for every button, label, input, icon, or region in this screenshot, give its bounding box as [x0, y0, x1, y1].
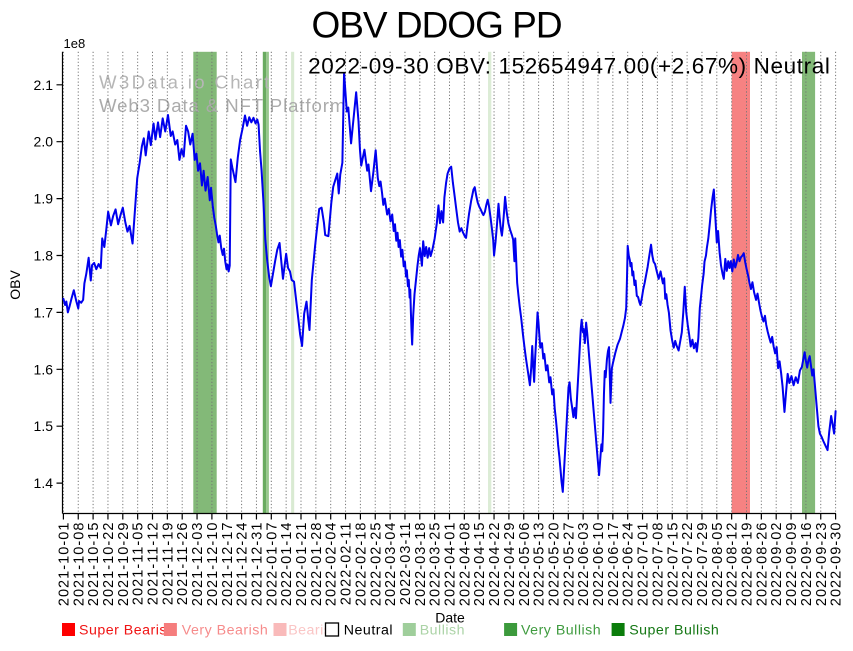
svg-text:2021-10-08: 2021-10-08	[71, 522, 87, 607]
svg-text:2022-07-01: 2022-07-01	[636, 522, 652, 607]
svg-text:2022-08-05: 2022-08-05	[710, 522, 726, 607]
svg-text:2022-08-26: 2022-08-26	[754, 522, 770, 607]
svg-text:2021-10-22: 2021-10-22	[101, 522, 117, 607]
svg-text:2022-01-28: 2022-01-28	[309, 522, 325, 607]
svg-text:2022-03-25: 2022-03-25	[428, 522, 444, 607]
svg-text:2022-03-04: 2022-03-04	[383, 522, 399, 607]
svg-text:Super Bullish: Super Bullish	[629, 623, 719, 639]
svg-text:2022-02-18: 2022-02-18	[353, 522, 369, 607]
svg-text:2022-06-24: 2022-06-24	[621, 522, 637, 607]
svg-text:2022-09-02: 2022-09-02	[769, 522, 785, 607]
svg-text:2021-11-12: 2021-11-12	[146, 522, 162, 606]
svg-text:2021-11-26: 2021-11-26	[175, 522, 191, 606]
svg-text:2021-12-10: 2021-12-10	[205, 522, 221, 607]
svg-text:2022-06-03: 2022-06-03	[576, 522, 592, 607]
svg-text:2022-08-19: 2022-08-19	[740, 522, 756, 607]
svg-text:2021-11-19: 2021-11-19	[160, 522, 176, 606]
svg-text:2022-09-16: 2022-09-16	[799, 522, 815, 607]
svg-text:Super Bearish: Super Bearish	[79, 623, 175, 639]
svg-text:2021-10-01: 2021-10-01	[56, 522, 72, 607]
svg-text:Date: Date	[435, 610, 465, 626]
svg-text:W3Data.io Chart: W3Data.io Chart	[99, 72, 272, 93]
svg-text:2022-02-11: 2022-02-11	[339, 522, 355, 606]
svg-text:1.7: 1.7	[34, 304, 54, 320]
svg-text:2022-07-08: 2022-07-08	[650, 522, 666, 607]
svg-text:2022-09-09: 2022-09-09	[784, 522, 800, 607]
svg-text:2021-12-03: 2021-12-03	[190, 522, 206, 607]
svg-text:1e8: 1e8	[64, 36, 86, 51]
svg-text:2022-05-06: 2022-05-06	[517, 522, 533, 607]
svg-text:2.0: 2.0	[34, 134, 54, 150]
svg-text:Neutral: Neutral	[344, 623, 393, 639]
svg-text:2022-09-30: 2022-09-30	[829, 522, 845, 607]
svg-text:2022-04-22: 2022-04-22	[487, 522, 503, 607]
svg-text:2022-09-23: 2022-09-23	[814, 522, 830, 607]
svg-text:1.6: 1.6	[34, 361, 54, 377]
svg-text:2022-04-01: 2022-04-01	[443, 522, 459, 607]
svg-text:2022-01-21: 2022-01-21	[294, 522, 310, 607]
svg-text:2022-04-29: 2022-04-29	[502, 522, 518, 607]
svg-text:2022-04-08: 2022-04-08	[457, 522, 473, 607]
svg-text:2022-02-04: 2022-02-04	[324, 522, 340, 607]
svg-text:2.1: 2.1	[34, 77, 54, 93]
svg-text:2022-02-25: 2022-02-25	[368, 522, 384, 607]
svg-text:1.5: 1.5	[34, 418, 54, 434]
svg-text:2021-11-05: 2021-11-05	[131, 522, 147, 606]
svg-text:2022-01-14: 2022-01-14	[279, 522, 295, 607]
svg-text:OBV DDOG PD: OBV DDOG PD	[311, 5, 561, 46]
svg-text:OBV: OBV	[7, 270, 23, 300]
svg-text:2022-03-11: 2022-03-11	[398, 522, 414, 606]
svg-text:2022-01-07: 2022-01-07	[264, 522, 280, 607]
svg-text:Bullish: Bullish	[420, 623, 465, 639]
svg-text:2022-05-13: 2022-05-13	[532, 522, 548, 607]
svg-text:2021-10-29: 2021-10-29	[116, 522, 132, 607]
svg-text:2022-05-27: 2022-05-27	[561, 522, 577, 607]
svg-text:2022-04-15: 2022-04-15	[472, 522, 488, 607]
svg-text:2022-07-15: 2022-07-15	[665, 522, 681, 607]
svg-text:Very Bearish: Very Bearish	[182, 623, 268, 639]
svg-text:2021-12-17: 2021-12-17	[220, 522, 236, 607]
svg-text:Very Bullish: Very Bullish	[521, 623, 601, 639]
svg-text:2022-03-18: 2022-03-18	[413, 522, 429, 607]
svg-text:2022-06-17: 2022-06-17	[606, 522, 622, 607]
svg-text:2021-12-24: 2021-12-24	[235, 522, 251, 607]
svg-text:2022-08-12: 2022-08-12	[725, 522, 741, 607]
svg-text:2022-07-29: 2022-07-29	[695, 522, 711, 607]
svg-text:2022-09-30 OBV: 152654947.00(+: 2022-09-30 OBV: 152654947.00(+2.67%) Neu…	[308, 54, 830, 79]
svg-text:2021-12-31: 2021-12-31	[249, 522, 265, 607]
svg-text:2022-05-20: 2022-05-20	[546, 522, 562, 607]
svg-text:2021-10-15: 2021-10-15	[86, 522, 102, 607]
svg-text:2022-07-22: 2022-07-22	[680, 522, 696, 607]
svg-text:1.9: 1.9	[34, 191, 54, 207]
svg-text:2022-06-10: 2022-06-10	[591, 522, 607, 607]
svg-text:1.4: 1.4	[34, 475, 54, 491]
svg-text:Web3 Data & NFT Platform: Web3 Data & NFT Platform	[99, 95, 346, 116]
svg-text:1.8: 1.8	[34, 248, 54, 264]
